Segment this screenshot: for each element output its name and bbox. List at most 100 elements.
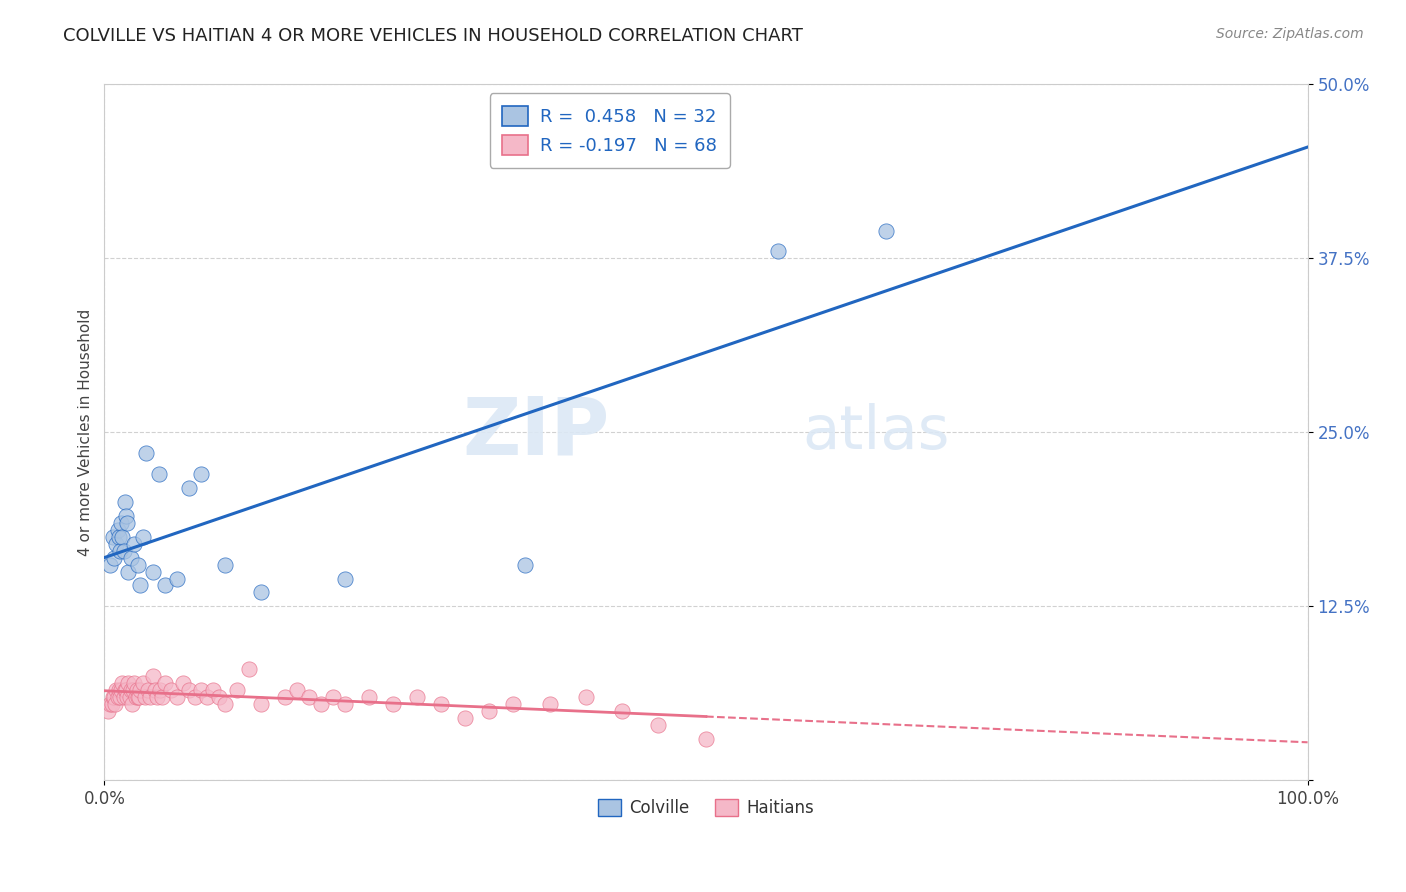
Point — [766, 244, 789, 259]
Point — [149, 682, 172, 697]
Point — [100, 697, 122, 711]
Point — [100, 558, 122, 572]
Point — [121, 697, 143, 711]
Point — [124, 676, 146, 690]
Point — [128, 690, 150, 704]
Point — [111, 530, 134, 544]
Text: Source: ZipAtlas.com: Source: ZipAtlas.com — [1216, 27, 1364, 41]
Point — [117, 565, 139, 579]
Point — [114, 682, 136, 697]
Point — [134, 690, 156, 704]
Point — [107, 690, 129, 704]
Point — [118, 690, 141, 704]
Point — [115, 516, 138, 530]
Point — [166, 690, 188, 704]
Point — [115, 690, 138, 704]
Point — [148, 467, 170, 482]
Point — [875, 223, 897, 237]
Point — [647, 717, 669, 731]
Point — [97, 704, 120, 718]
Point — [108, 543, 131, 558]
Point — [177, 481, 200, 495]
Point — [141, 565, 163, 579]
Point — [382, 697, 405, 711]
Point — [115, 508, 138, 523]
Text: ZIP: ZIP — [463, 393, 610, 471]
Point — [135, 446, 157, 460]
Point — [122, 682, 145, 697]
Point — [117, 676, 139, 690]
Point — [105, 682, 128, 697]
Point — [208, 690, 231, 704]
Point — [322, 690, 344, 704]
Point — [225, 682, 247, 697]
Point — [103, 550, 125, 565]
Point — [132, 530, 155, 544]
Point — [153, 676, 176, 690]
Point — [575, 690, 598, 704]
Point — [214, 558, 236, 572]
Point — [183, 690, 205, 704]
Point — [108, 682, 131, 697]
Point — [120, 682, 142, 697]
Point — [101, 530, 124, 544]
Point — [195, 690, 218, 704]
Point — [695, 731, 717, 746]
Point — [610, 704, 633, 718]
Point — [249, 585, 271, 599]
Point — [333, 572, 356, 586]
Point — [515, 558, 537, 572]
Point — [502, 697, 524, 711]
Point — [111, 676, 134, 690]
Point — [146, 690, 169, 704]
Text: COLVILLE VS HAITIAN 4 OR MORE VEHICLES IN HOUSEHOLD CORRELATION CHART: COLVILLE VS HAITIAN 4 OR MORE VEHICLES I… — [63, 27, 803, 45]
Point — [129, 682, 152, 697]
Point — [454, 711, 477, 725]
Point — [120, 550, 142, 565]
Point — [238, 662, 260, 676]
Point — [115, 682, 138, 697]
Point — [108, 530, 131, 544]
Legend: Colville, Haitians: Colville, Haitians — [591, 793, 821, 824]
Point — [141, 669, 163, 683]
Point — [125, 682, 148, 697]
Point — [172, 676, 194, 690]
Point — [538, 697, 561, 711]
Point — [139, 690, 162, 704]
Point — [105, 537, 128, 551]
Point — [406, 690, 429, 704]
Point — [104, 697, 127, 711]
Point — [127, 558, 149, 572]
Point — [153, 578, 176, 592]
Point — [110, 516, 132, 530]
Point — [101, 690, 124, 704]
Point — [143, 682, 166, 697]
Point — [108, 690, 131, 704]
Point — [285, 682, 308, 697]
Point — [110, 682, 132, 697]
Point — [124, 690, 146, 704]
Point — [114, 495, 136, 509]
Point — [478, 704, 501, 718]
Point — [136, 682, 159, 697]
Point — [112, 690, 135, 704]
Point — [124, 537, 146, 551]
Point — [201, 682, 224, 697]
Point — [107, 523, 129, 537]
Point — [127, 690, 149, 704]
Point — [298, 690, 321, 704]
Point — [249, 697, 271, 711]
Point — [150, 690, 173, 704]
Y-axis label: 4 or more Vehicles in Household: 4 or more Vehicles in Household — [79, 309, 93, 556]
Point — [274, 690, 297, 704]
Point — [214, 697, 236, 711]
Point — [359, 690, 381, 704]
Point — [177, 682, 200, 697]
Point — [132, 676, 155, 690]
Point — [112, 543, 135, 558]
Point — [333, 697, 356, 711]
Point — [190, 467, 212, 482]
Point — [190, 682, 212, 697]
Text: atlas: atlas — [803, 403, 949, 462]
Point — [166, 572, 188, 586]
